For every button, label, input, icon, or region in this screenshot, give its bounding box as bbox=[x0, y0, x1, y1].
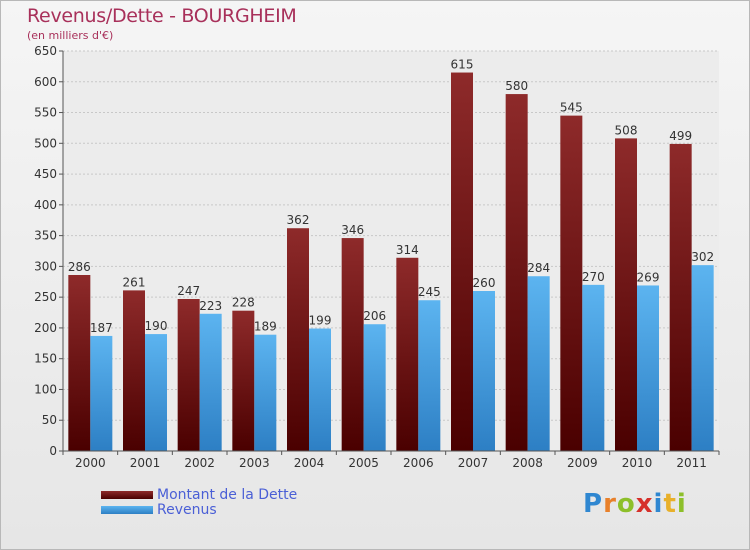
chart-title: Revenus/Dette - BOURGHEIM bbox=[27, 5, 297, 27]
x-tick-label: 2005 bbox=[348, 456, 379, 470]
data-label-revenue: 190 bbox=[145, 319, 168, 333]
y-tick-label: 300 bbox=[34, 259, 57, 273]
bar-debt bbox=[615, 138, 637, 451]
legend-swatch-revenue bbox=[101, 505, 153, 514]
bar-debt bbox=[669, 143, 692, 451]
y-tick-label: 150 bbox=[34, 352, 57, 366]
y-tick-label: 600 bbox=[34, 75, 57, 89]
data-label-debt: 508 bbox=[615, 123, 638, 137]
y-tick-label: 0 bbox=[49, 444, 57, 458]
data-label-revenue: 245 bbox=[418, 285, 441, 299]
legend-label-debt: Montant de la Dette bbox=[157, 486, 298, 503]
data-label-debt: 499 bbox=[669, 129, 692, 143]
data-label-debt: 314 bbox=[396, 243, 419, 257]
data-label-debt: 362 bbox=[287, 213, 310, 227]
logo-letter: x bbox=[635, 489, 654, 519]
data-label-debt: 545 bbox=[560, 101, 583, 115]
proxiti-logo: Proxiti bbox=[583, 489, 687, 519]
chart-subtitle: (en milliers d'€) bbox=[27, 29, 114, 42]
data-label-revenue: 187 bbox=[90, 321, 113, 335]
data-label-revenue: 302 bbox=[691, 250, 714, 264]
data-label-debt: 346 bbox=[341, 223, 364, 237]
bar-revenue bbox=[418, 300, 441, 451]
x-tick-label: 2007 bbox=[458, 456, 489, 470]
bar-debt bbox=[451, 72, 473, 452]
x-tick-label: 2009 bbox=[567, 456, 598, 470]
x-tick-label: 2011 bbox=[676, 456, 707, 470]
data-label-revenue: 260 bbox=[473, 276, 496, 290]
y-tick-label: 350 bbox=[34, 229, 57, 243]
x-tick-label: 2000 bbox=[75, 456, 106, 470]
bar-revenue bbox=[309, 328, 331, 451]
data-label-revenue: 284 bbox=[527, 261, 550, 275]
legend-label-revenue: Revenus bbox=[157, 501, 217, 518]
data-label-debt: 286 bbox=[68, 260, 91, 274]
data-label-revenue: 189 bbox=[254, 320, 277, 334]
plot-area bbox=[63, 51, 719, 451]
bar-debt bbox=[560, 115, 583, 451]
data-label-revenue: 269 bbox=[637, 270, 660, 284]
y-tick-label: 450 bbox=[34, 167, 57, 181]
x-tick-label: 2008 bbox=[512, 456, 543, 470]
logo-letter: t bbox=[663, 489, 677, 519]
bar-revenue bbox=[691, 265, 714, 451]
data-label-debt: 228 bbox=[232, 296, 255, 310]
y-tick-label: 400 bbox=[34, 198, 57, 212]
chart-legend: Montant de la Dette Revenus bbox=[101, 486, 298, 518]
x-tick-label: 2001 bbox=[130, 456, 161, 470]
x-tick-label: 2002 bbox=[184, 456, 215, 470]
legend-swatch-debt bbox=[101, 490, 153, 499]
bar-debt bbox=[505, 94, 528, 452]
bar-debt bbox=[341, 238, 364, 451]
legend-item-revenue: Revenus bbox=[101, 501, 297, 518]
y-tick-label: 250 bbox=[34, 290, 57, 304]
x-tick-label: 2006 bbox=[403, 456, 434, 470]
bar-revenue bbox=[582, 284, 605, 451]
bar-revenue bbox=[637, 285, 659, 451]
data-label-debt: 261 bbox=[123, 275, 146, 289]
y-tick-label: 50 bbox=[42, 413, 57, 427]
x-tick-label: 2004 bbox=[294, 456, 325, 470]
bar-revenue bbox=[363, 324, 386, 451]
bar-debt bbox=[396, 257, 419, 451]
data-label-revenue: 206 bbox=[363, 309, 386, 323]
bar-revenue bbox=[199, 313, 222, 451]
y-tick-label: 100 bbox=[34, 382, 57, 396]
x-tick-label: 2003 bbox=[239, 456, 270, 470]
y-tick-label: 200 bbox=[34, 321, 57, 335]
bar-debt bbox=[232, 310, 255, 451]
bar-debt bbox=[68, 275, 91, 451]
bar-revenue bbox=[473, 291, 495, 451]
logo-letter: i bbox=[653, 489, 664, 519]
bar-revenue bbox=[90, 335, 113, 451]
data-label-revenue: 223 bbox=[199, 299, 222, 313]
bar-debt bbox=[123, 290, 145, 451]
y-tick-label: 500 bbox=[34, 136, 57, 150]
bar-revenue bbox=[254, 334, 277, 451]
legend-item-debt: Montant de la Dette bbox=[101, 486, 298, 503]
logo-letter: o bbox=[616, 489, 636, 519]
bar-revenue bbox=[527, 276, 550, 451]
bar-revenue bbox=[145, 334, 167, 451]
logo-letter: r bbox=[603, 489, 617, 519]
y-tick-label: 550 bbox=[34, 106, 57, 120]
bar-debt bbox=[287, 228, 309, 451]
logo-letter: i bbox=[676, 489, 687, 519]
data-label-debt: 615 bbox=[451, 58, 474, 72]
y-tick-label: 650 bbox=[34, 44, 57, 58]
data-label-debt: 580 bbox=[505, 79, 528, 93]
x-tick-label: 2010 bbox=[622, 456, 653, 470]
bar-debt bbox=[177, 299, 200, 451]
data-label-debt: 247 bbox=[177, 284, 200, 298]
data-label-revenue: 270 bbox=[582, 270, 605, 284]
logo-letter: P bbox=[583, 489, 604, 519]
data-label-revenue: 199 bbox=[309, 314, 332, 328]
